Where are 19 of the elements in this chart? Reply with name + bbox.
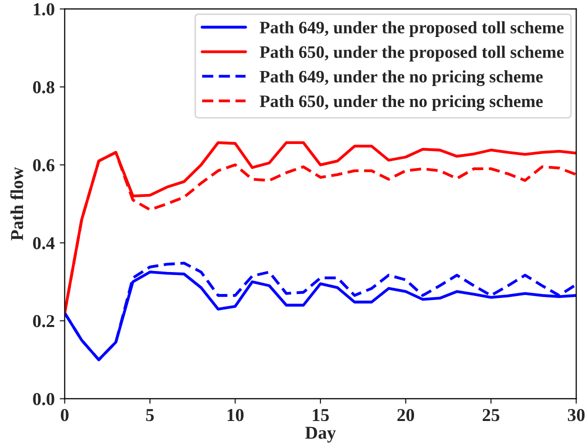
legend-label: Path 650, under the proposed toll scheme	[260, 46, 564, 62]
x-tick-label: 20	[397, 408, 414, 422]
y-tick-label: 0.8	[33, 81, 54, 94]
y-axis-title: Path flow	[10, 167, 24, 240]
y-tick-label: 1.0	[34, 3, 54, 16]
y-tick-label: 0.4	[33, 237, 55, 250]
x-axis-title: Day	[305, 426, 336, 443]
x-tick-label: 25	[482, 409, 500, 422]
y-tick-label: 0.0	[33, 392, 54, 406]
legend-label: Path 650, under the no pricing scheme	[260, 94, 543, 111]
x-tick-label: 15	[312, 409, 329, 422]
x-tick-label: 30	[568, 408, 585, 422]
x-tick-label: 5	[146, 409, 154, 422]
x-tick-label: 0	[60, 408, 69, 422]
legend-label: Path 649, under the no pricing scheme	[260, 70, 543, 86]
y-tick-label: 0.2	[33, 315, 54, 328]
y-tick-label: 0.6	[33, 159, 54, 172]
x-tick-label: 10	[228, 408, 244, 422]
legend-label: Path 649, under the proposed toll scheme	[260, 21, 564, 37]
